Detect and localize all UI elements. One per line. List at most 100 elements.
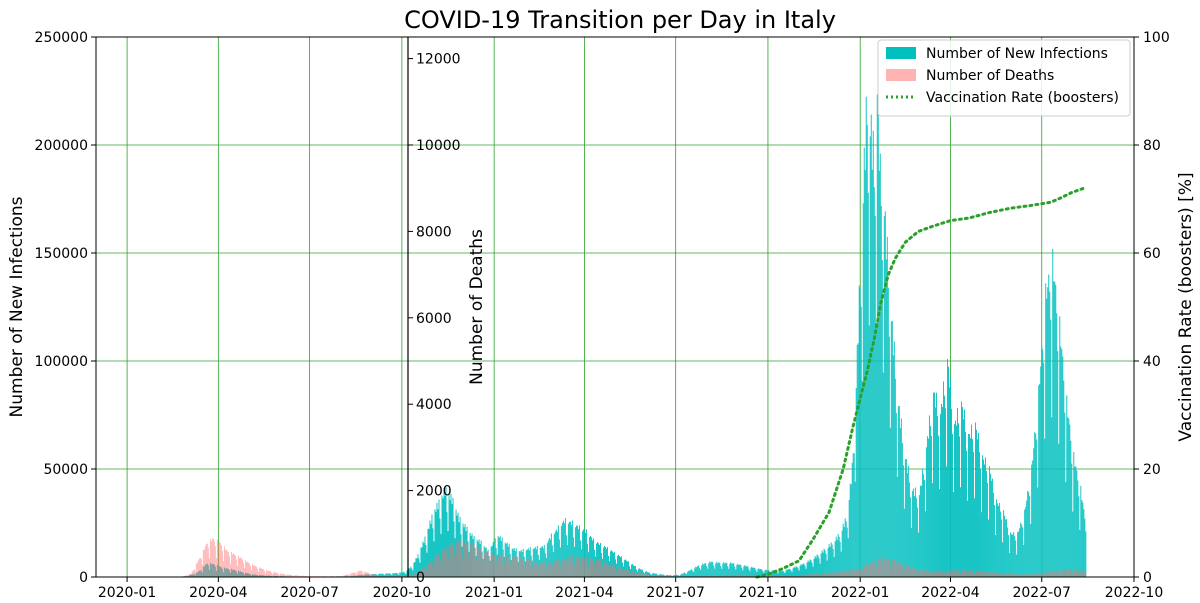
x-tick-label: 2022-01 — [831, 585, 890, 601]
bar — [937, 416, 938, 577]
bar — [1054, 571, 1055, 577]
bar — [990, 474, 991, 577]
bar — [594, 564, 595, 577]
bar — [213, 539, 214, 577]
bar — [262, 569, 263, 577]
bar — [830, 547, 831, 577]
bar — [240, 557, 241, 577]
bar — [1055, 571, 1056, 577]
bar — [915, 487, 916, 577]
bar — [450, 546, 451, 577]
bar — [873, 561, 874, 577]
bar — [1077, 570, 1078, 577]
bar — [264, 571, 265, 577]
bar — [1004, 573, 1005, 577]
bar — [597, 560, 598, 577]
bar — [1007, 574, 1008, 577]
bar — [572, 556, 573, 577]
bar — [973, 572, 974, 577]
bar — [717, 563, 718, 577]
bar — [1045, 572, 1046, 577]
bar — [846, 521, 847, 577]
bar — [857, 345, 858, 577]
bar — [1071, 571, 1072, 577]
bar — [862, 381, 863, 577]
bar — [269, 571, 270, 577]
bar — [583, 557, 584, 577]
bar — [494, 555, 495, 577]
bar — [991, 481, 992, 577]
bar — [588, 566, 589, 577]
bar — [244, 568, 245, 577]
bar — [233, 554, 234, 577]
bar — [351, 573, 352, 577]
bar — [468, 551, 469, 577]
bar — [879, 560, 880, 577]
bar — [554, 562, 555, 577]
bar — [466, 544, 467, 577]
bar — [219, 542, 220, 577]
bar — [952, 572, 953, 577]
bar — [225, 550, 226, 577]
bar — [972, 439, 973, 577]
bar — [621, 568, 622, 577]
bar — [1033, 448, 1034, 577]
bar — [362, 572, 363, 577]
bar — [833, 549, 834, 577]
bar — [991, 572, 992, 577]
bar — [199, 559, 200, 577]
bar — [437, 554, 438, 577]
bar — [504, 565, 505, 577]
bar — [438, 556, 439, 577]
bar — [868, 566, 869, 577]
bar — [1070, 570, 1071, 577]
bar — [900, 563, 901, 577]
x-tick-label: 2022-07 — [1012, 585, 1071, 601]
bar — [1062, 570, 1063, 577]
bar — [920, 569, 921, 577]
bar — [1072, 512, 1073, 577]
bar — [579, 556, 580, 577]
bar — [902, 564, 903, 577]
bar — [562, 559, 563, 577]
infections-tick-label: 50000 — [43, 462, 88, 478]
bar — [894, 341, 895, 577]
bar — [689, 571, 690, 577]
bar — [1051, 417, 1052, 577]
bar — [897, 569, 898, 577]
bar — [890, 567, 891, 577]
bar — [918, 573, 919, 577]
bar — [239, 558, 240, 577]
bar — [1035, 433, 1036, 577]
bar — [840, 542, 841, 577]
bar — [965, 571, 966, 577]
bar — [1047, 287, 1048, 577]
bar — [267, 571, 268, 577]
bar — [236, 559, 237, 577]
bar — [951, 409, 952, 577]
bar — [1066, 569, 1067, 577]
bar — [464, 543, 465, 577]
bar — [585, 559, 586, 577]
bar — [855, 573, 856, 577]
bar — [1052, 249, 1053, 577]
bar — [957, 570, 958, 577]
bar — [853, 570, 854, 577]
bar — [834, 557, 835, 577]
bar — [702, 564, 703, 577]
bar — [981, 512, 982, 577]
bar — [617, 567, 618, 577]
bar — [955, 421, 956, 577]
bar — [606, 563, 607, 577]
bar — [1042, 350, 1043, 577]
bar — [824, 549, 825, 577]
bar — [462, 558, 463, 577]
x-tick-label: 2020-01 — [98, 585, 157, 601]
bar — [823, 573, 824, 577]
bar — [872, 170, 873, 577]
bar — [229, 556, 230, 577]
bar — [640, 573, 641, 577]
bar — [692, 571, 693, 577]
x-tick-label: 2020-07 — [280, 585, 339, 601]
bar — [507, 555, 508, 577]
